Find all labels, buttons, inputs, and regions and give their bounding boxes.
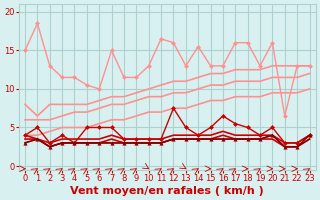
X-axis label: Vent moyen/en rafales ( km/h ): Vent moyen/en rafales ( km/h ): [70, 186, 264, 196]
